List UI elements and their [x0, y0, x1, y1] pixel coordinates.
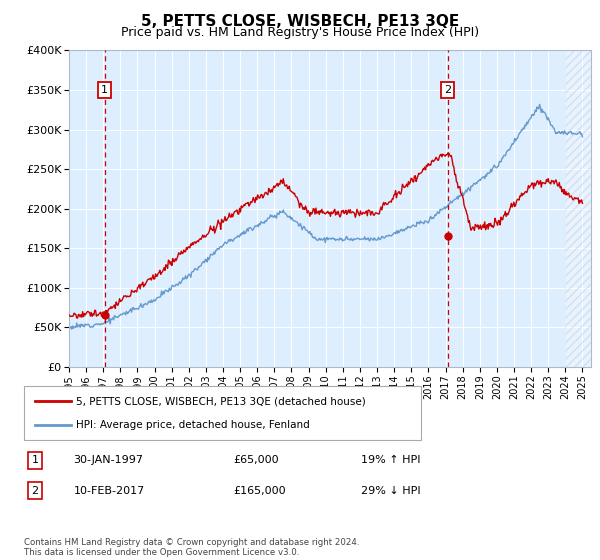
Text: HPI: Average price, detached house, Fenland: HPI: Average price, detached house, Fenl…: [76, 419, 310, 430]
FancyBboxPatch shape: [24, 386, 421, 440]
Text: 30-JAN-1997: 30-JAN-1997: [74, 455, 143, 465]
Text: 2: 2: [444, 85, 451, 95]
Text: 5, PETTS CLOSE, WISBECH, PE13 3QE: 5, PETTS CLOSE, WISBECH, PE13 3QE: [141, 14, 459, 29]
Text: 1: 1: [101, 85, 108, 95]
Text: Price paid vs. HM Land Registry's House Price Index (HPI): Price paid vs. HM Land Registry's House …: [121, 26, 479, 39]
Bar: [565, 50, 595, 367]
Text: 1: 1: [32, 455, 38, 465]
Text: 10-FEB-2017: 10-FEB-2017: [74, 486, 145, 496]
Text: 5, PETTS CLOSE, WISBECH, PE13 3QE (detached house): 5, PETTS CLOSE, WISBECH, PE13 3QE (detac…: [76, 396, 366, 407]
Text: £165,000: £165,000: [234, 486, 286, 496]
Text: 29% ↓ HPI: 29% ↓ HPI: [361, 486, 421, 496]
Text: Contains HM Land Registry data © Crown copyright and database right 2024.
This d: Contains HM Land Registry data © Crown c…: [24, 538, 359, 557]
Text: 19% ↑ HPI: 19% ↑ HPI: [361, 455, 420, 465]
Text: 2: 2: [31, 486, 38, 496]
Text: £65,000: £65,000: [234, 455, 280, 465]
